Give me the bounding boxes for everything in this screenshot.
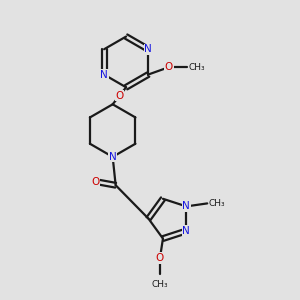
Text: CH₃: CH₃ [209, 199, 225, 208]
Text: O: O [156, 253, 164, 263]
Text: N: N [109, 152, 116, 162]
Text: O: O [165, 62, 173, 72]
Text: N: N [182, 201, 190, 212]
Text: N: N [100, 70, 108, 80]
Text: CH₃: CH₃ [152, 280, 168, 289]
Text: CH₃: CH₃ [188, 63, 205, 72]
Text: O: O [115, 91, 124, 101]
Text: N: N [144, 44, 152, 54]
Text: N: N [182, 226, 190, 236]
Text: O: O [92, 177, 100, 187]
